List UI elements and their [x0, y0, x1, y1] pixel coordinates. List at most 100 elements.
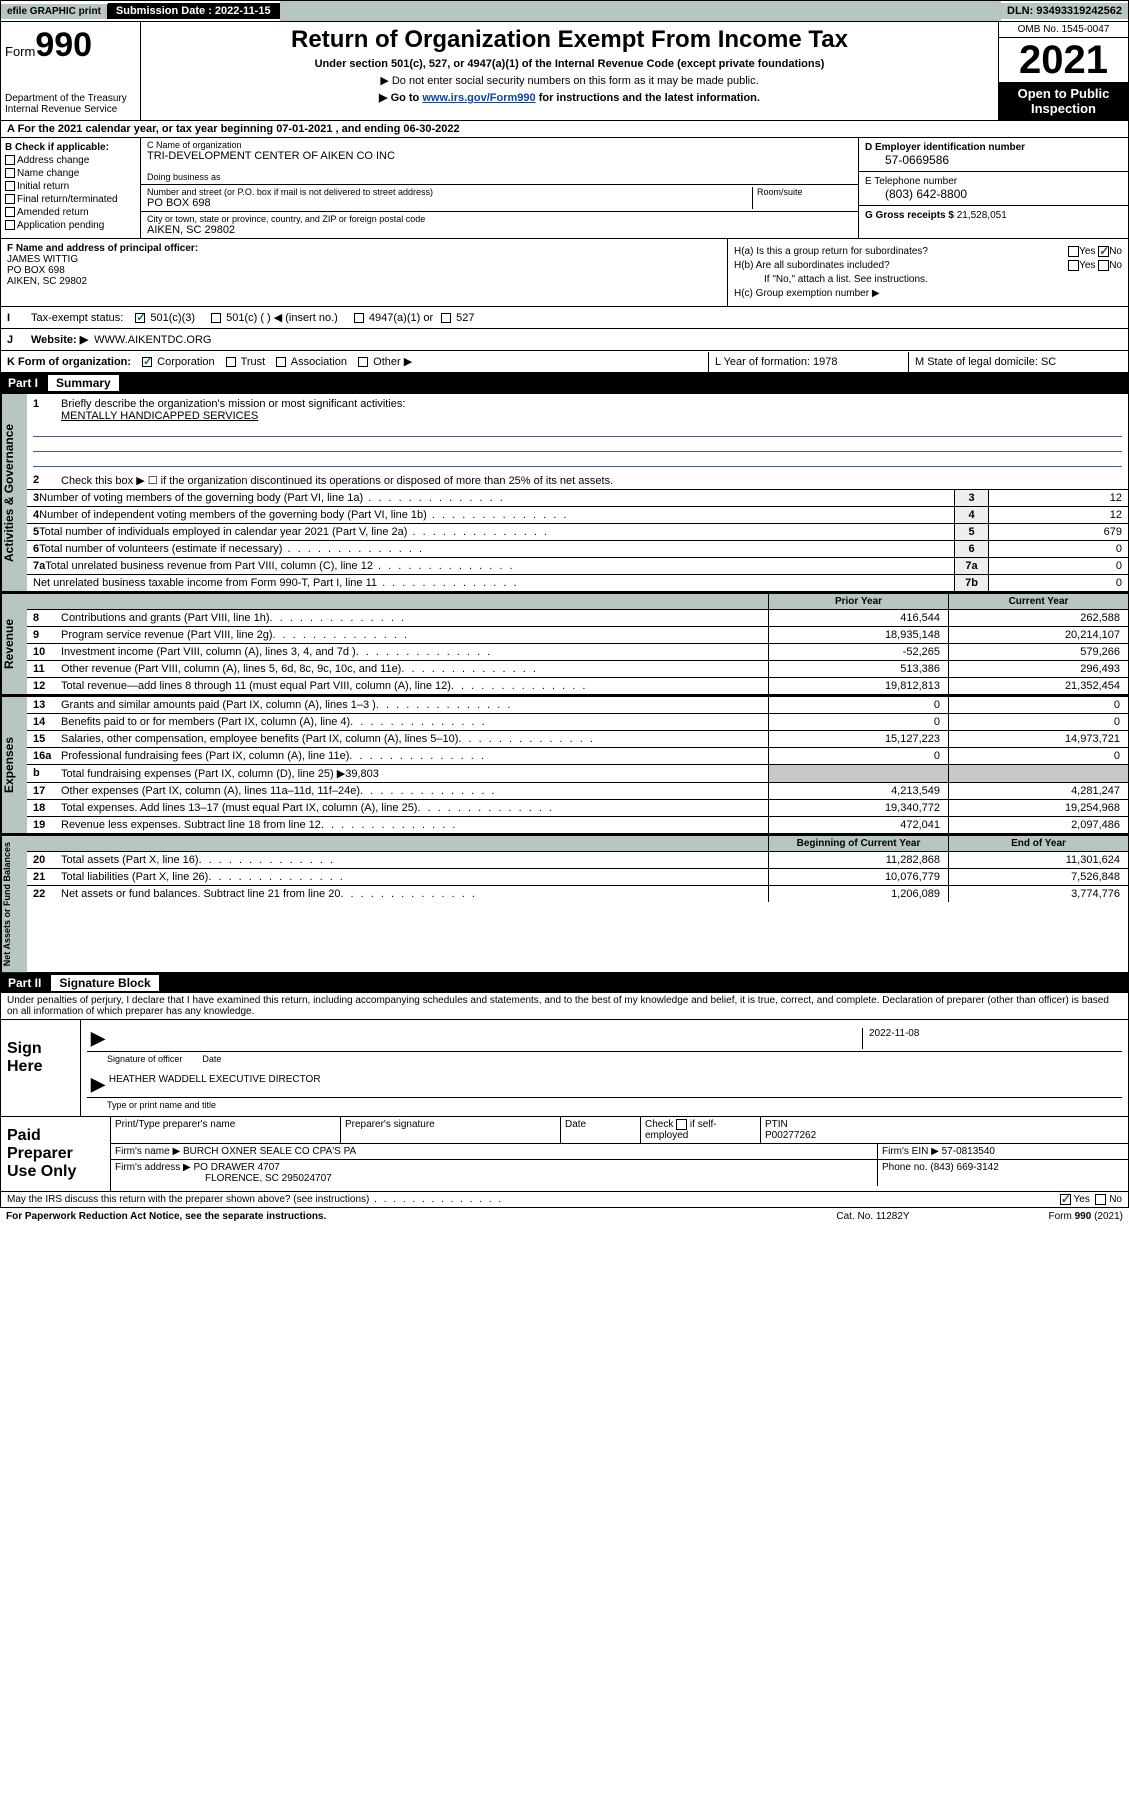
submission-date: Submission Date : 2022-11-15 [108, 3, 280, 19]
governance-row: 5Total number of individuals employed in… [27, 523, 1128, 540]
row-text: Program service revenue (Part VIII, line… [61, 629, 273, 641]
row-text: Other revenue (Part VIII, column (A), li… [61, 663, 401, 675]
current-year-header: Current Year [948, 594, 1128, 609]
row-k-l-m: K Form of organization: Corporation Trus… [0, 351, 1129, 373]
row-num: 17 [33, 785, 61, 797]
cat-no: Cat. No. 11282Y [773, 1211, 973, 1222]
row-i-tax-status: I Tax-exempt status: 501(c)(3) 501(c) ( … [0, 307, 1129, 329]
chk-final-return[interactable]: Final return/terminated [5, 194, 136, 205]
blank-line [33, 438, 1122, 452]
chk-name-change[interactable]: Name change [5, 168, 136, 179]
g-gross: G Gross receipts $ 21,528,051 [859, 206, 1128, 225]
addr-value: PO BOX 698 [147, 197, 752, 209]
form-num: 990 [35, 26, 92, 64]
chk-527[interactable] [441, 313, 451, 323]
irs-link[interactable]: www.irs.gov/Form990 [422, 92, 535, 104]
addr-label: Number and street (or P.O. box if mail i… [147, 187, 752, 197]
form-subtitle: Under section 501(c), 527, or 4947(a)(1)… [149, 58, 990, 70]
ha-line: H(a) Is this a group return for subordin… [734, 246, 1122, 257]
prior-value: 18,935,148 [768, 627, 948, 643]
sign-name: HEATHER WADDELL EXECUTIVE DIRECTOR [109, 1074, 1122, 1095]
expense-row: 17Other expenses (Part IX, column (A), l… [27, 782, 1128, 799]
row-text: Number of independent voting members of … [39, 509, 427, 521]
chk-trust[interactable] [226, 357, 236, 367]
row-num: 13 [33, 699, 61, 711]
row-box: 5 [954, 524, 988, 540]
q2-block: 2 Check this box ▶ ☐ if the organization… [27, 470, 1128, 489]
row-a-tax-year: A For the 2021 calendar year, or tax yea… [0, 121, 1129, 138]
bottom-line: For Paperwork Reduction Act Notice, see … [0, 1208, 1129, 1225]
chk-address-change[interactable]: Address change [5, 155, 136, 166]
chk-501c[interactable] [211, 313, 221, 323]
row-text: Total fundraising expenses (Part IX, col… [61, 767, 379, 780]
expense-row: 19Revenue less expenses. Subtract line 1… [27, 816, 1128, 833]
omb-number: OMB No. 1545-0047 [999, 22, 1128, 38]
part2-header: Part II Signature Block [0, 973, 1129, 993]
chk-other[interactable] [358, 357, 368, 367]
chk-self-employed[interactable] [676, 1119, 687, 1130]
prep-h1: Print/Type preparer's name [111, 1117, 341, 1143]
efile-print-label[interactable]: efile GRAPHIC print [1, 4, 108, 19]
chk-501c3[interactable] [135, 313, 145, 323]
chk-initial-return[interactable]: Initial return [5, 181, 136, 192]
sig-name-label: Type or print name and title [87, 1100, 1122, 1110]
firm-addr-label: Firm's address ▶ [115, 1162, 191, 1173]
row-num: 22 [33, 888, 61, 900]
form-ref: Form 990 (2021) [973, 1211, 1123, 1222]
expense-row: 16aProfessional fundraising fees (Part I… [27, 747, 1128, 764]
current-value: 579,266 [948, 644, 1128, 660]
col-b-checkboxes: B Check if applicable: Address change Na… [1, 138, 141, 238]
netassets-block: Net Assets or Fund Balances Beginning of… [0, 834, 1129, 973]
end-value: 3,774,776 [948, 886, 1128, 902]
expenses-block: Expenses 13Grants and similar amounts pa… [0, 695, 1129, 834]
row-text: Total liabilities (Part X, line 26) [61, 871, 208, 883]
q1-text: Briefly describe the organization's miss… [61, 398, 405, 410]
section-f-h: F Name and address of principal officer:… [0, 239, 1129, 307]
beginning-year-header: Beginning of Current Year [768, 836, 948, 851]
row-text: Total expenses. Add lines 13–17 (must eq… [61, 802, 417, 814]
link-pre: ▶ Go to [379, 92, 422, 104]
current-value: 296,493 [948, 661, 1128, 677]
governance-row: 7aTotal unrelated business revenue from … [27, 557, 1128, 574]
chk-discuss-yes[interactable] [1060, 1194, 1071, 1205]
dba-label: Doing business as [147, 172, 852, 182]
expenses-tab: Expenses [1, 697, 27, 833]
mission-value: MENTALLY HANDICAPPED SERVICES [33, 410, 1122, 422]
row-text: Benefits paid to or for members (Part IX… [61, 716, 350, 728]
arrow-icon: ▶ [87, 1074, 109, 1095]
prior-value: -52,265 [768, 644, 948, 660]
current-value: 21,352,454 [948, 678, 1128, 694]
room-label: Room/suite [757, 187, 852, 197]
chk-4947[interactable] [354, 313, 364, 323]
chk-corp[interactable] [142, 357, 152, 367]
chk-app-pending[interactable]: Application pending [5, 220, 136, 231]
e-value: (803) 642-8800 [865, 187, 1122, 201]
instructions-link-line: ▶ Go to www.irs.gov/Form990 for instruct… [149, 91, 990, 104]
col-d-g: D Employer identification number 57-0669… [858, 138, 1128, 238]
row-num: 19 [33, 819, 61, 831]
row-num: 8 [33, 612, 61, 624]
sig-line-1: ▶ 2022-11-08 [87, 1026, 1122, 1052]
firm-name: BURCH OXNER SEALE CO CPA'S PA [183, 1146, 356, 1157]
sig-date-label: Date [182, 1054, 442, 1064]
c-name-label: C Name of organization [147, 140, 852, 150]
j-label: Website: ▶ [31, 333, 88, 346]
row-text: Total number of volunteers (estimate if … [39, 543, 282, 555]
dln-label: DLN: 93493319242562 [1001, 3, 1128, 19]
hb-note: If "No," attach a list. See instructions… [734, 274, 1122, 285]
prior-value: 416,544 [768, 610, 948, 626]
prep-h2: Preparer's signature [341, 1117, 561, 1143]
row-box: 6 [954, 541, 988, 557]
row-text: Total unrelated business revenue from Pa… [45, 560, 373, 572]
chk-discuss-no[interactable] [1095, 1194, 1106, 1205]
part1-num: Part I [8, 376, 48, 390]
sig-line-2: ▶ HEATHER WADDELL EXECUTIVE DIRECTOR [87, 1072, 1122, 1098]
row-value: 0 [988, 541, 1128, 557]
sig-officer-label: Signature of officer [87, 1054, 182, 1064]
sign-block: Sign Here ▶ 2022-11-08 Signature of offi… [0, 1020, 1129, 1117]
chk-amended[interactable]: Amended return [5, 207, 136, 218]
prep-firm-name-row: Firm's name ▶ BURCH OXNER SEALE CO CPA'S… [111, 1144, 1128, 1160]
beginning-value: 1,206,089 [768, 886, 948, 902]
row-text: Total revenue—add lines 8 through 11 (mu… [61, 680, 451, 692]
chk-assoc[interactable] [276, 357, 286, 367]
